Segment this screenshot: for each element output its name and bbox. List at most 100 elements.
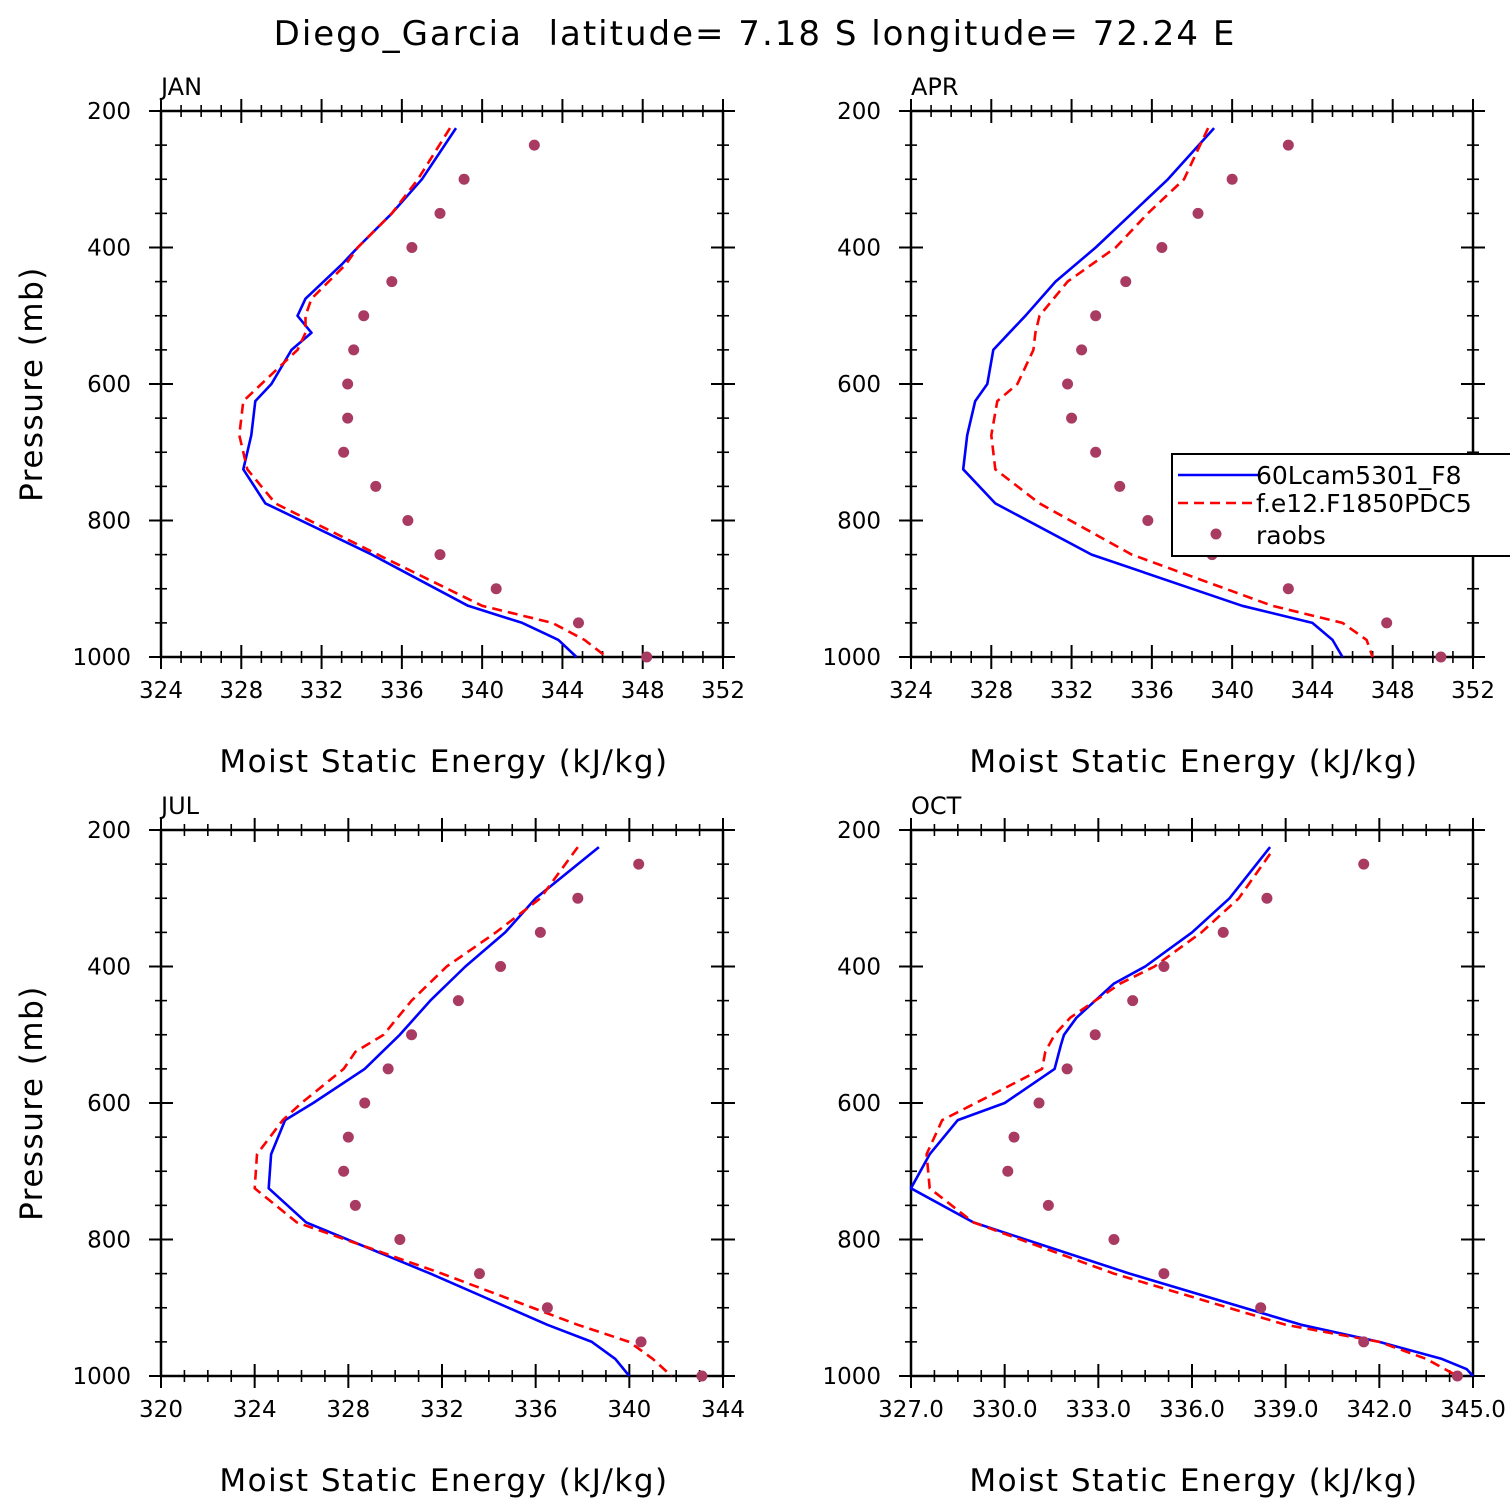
- raobs-point: [349, 1199, 361, 1211]
- legend-label: 60Lcam5301_F8: [1256, 461, 1462, 490]
- raobs-point: [358, 310, 370, 322]
- series-line-60Lcam5301_F8: [961, 127, 1344, 658]
- x-tick-label: 332: [300, 678, 344, 704]
- panel-apr: APR 324 328 332 336 340 344 348 352 200 400 600 800 1…: [822, 73, 1495, 780]
- x-axis-label: Moist Static Energy (kJ/kg): [219, 744, 668, 780]
- raobs-point: [386, 276, 398, 288]
- x-tick-label: 333.0: [1065, 1397, 1131, 1423]
- raobs-point: [342, 1131, 354, 1143]
- raobs-point: [1261, 892, 1273, 904]
- y-tick-label: 1000: [72, 1364, 131, 1390]
- panel-title: JUL: [159, 792, 200, 820]
- x-axis-label: Moist Static Energy (kJ/kg): [969, 1463, 1418, 1499]
- x-tick-label: 336.0: [1159, 1397, 1225, 1423]
- figure-title: Diego_Garcia latitude= 7.18 S longitude=…: [274, 14, 1237, 54]
- x-tick-label: 320: [139, 1397, 183, 1423]
- raobs-point: [1282, 583, 1294, 595]
- raobs-point: [1033, 1097, 1045, 1109]
- raobs-point: [434, 207, 446, 219]
- x-axis-label: Moist Static Energy (kJ/kg): [969, 744, 1418, 780]
- raobs-point: [1226, 173, 1238, 185]
- raobs-point: [534, 926, 546, 938]
- panel-oct: OCT 327.0 330.0 333.0 336.0 339.0 342.0 345.0 20…: [822, 792, 1505, 1499]
- raobs-point: [1120, 276, 1132, 288]
- legend-label: raobs: [1256, 521, 1326, 550]
- x-tick-label: 344: [1290, 678, 1334, 704]
- x-tick-label: 332: [1050, 678, 1094, 704]
- raobs-point: [1090, 446, 1102, 458]
- raobs-point: [458, 173, 470, 185]
- raobs-point: [406, 242, 418, 253]
- raobs-markers: [338, 858, 708, 1382]
- raobs-point: [541, 1302, 553, 1314]
- legend-box: [1171, 453, 1510, 557]
- y-tick-label: 600: [837, 1091, 881, 1117]
- x-tick-label: 328: [326, 1397, 370, 1423]
- plot-frame: [159, 828, 725, 1378]
- y-tick-label: 800: [837, 1228, 881, 1254]
- raobs-point: [1127, 995, 1139, 1007]
- series-line-f.e12.F1850PDC5: [925, 853, 1459, 1378]
- raobs-markers: [1062, 139, 1447, 663]
- raobs-point: [1255, 1302, 1267, 1314]
- raobs-point: [1358, 1336, 1370, 1348]
- panels: JAN 324 328 332 336 340 344 348 352 200 400 600 800 1…: [14, 73, 1506, 1499]
- raobs-point: [1008, 1131, 1020, 1143]
- x-tick-label: 336: [1130, 678, 1174, 704]
- raobs-markers: [338, 139, 653, 663]
- y-tick-label: 600: [837, 372, 881, 398]
- y-tick-label: 800: [87, 1228, 131, 1254]
- raobs-point: [382, 1063, 394, 1075]
- raobs-point: [1381, 617, 1393, 629]
- y-tick-label: 1000: [822, 645, 881, 671]
- raobs-point: [1062, 378, 1074, 390]
- raobs-point: [1061, 1063, 1073, 1075]
- x-tick-label: 324: [233, 1397, 277, 1423]
- series-line-f.e12.F1850PDC5: [238, 127, 608, 659]
- raobs-point: [1089, 1029, 1101, 1041]
- raobs-point: [473, 1268, 485, 1280]
- y-tick-label: 400: [837, 236, 881, 262]
- plot-frame: [909, 828, 1475, 1378]
- legend-label: f.e12.F1850PDC5: [1256, 489, 1472, 518]
- plot-frame: [159, 109, 725, 659]
- raobs-point: [338, 446, 350, 458]
- legend-marker-raobs: [1210, 528, 1222, 540]
- series-line-60Lcam5301_F8: [242, 127, 578, 658]
- raobs-markers: [1002, 858, 1463, 1382]
- panel-title: OCT: [911, 792, 962, 820]
- raobs-point: [1156, 242, 1168, 253]
- y-tick-label: 200: [87, 99, 131, 125]
- raobs-point: [696, 1370, 708, 1382]
- x-tick-label: 344: [540, 678, 584, 704]
- raobs-point: [406, 1029, 418, 1041]
- raobs-point: [342, 378, 354, 390]
- raobs-point: [338, 1165, 350, 1177]
- x-tick-label: 352: [1451, 678, 1495, 704]
- x-tick-label: 339.0: [1253, 1397, 1319, 1423]
- y-tick-label: 600: [87, 1091, 131, 1117]
- y-tick-label: 200: [837, 818, 881, 844]
- x-tick-label: 328: [969, 678, 1013, 704]
- y-tick-label: 1000: [72, 645, 131, 671]
- x-tick-label: 332: [420, 1397, 464, 1423]
- x-tick-label: 330.0: [972, 1397, 1038, 1423]
- x-tick-label: 344: [701, 1397, 745, 1423]
- raobs-point: [359, 1097, 371, 1109]
- x-tick-label: 340: [460, 678, 504, 704]
- raobs-point: [1114, 480, 1126, 492]
- x-tick-label: 340: [1210, 678, 1254, 704]
- panel-jan: JAN 324 328 332 336 340 344 348 352 200 400 600 800 1…: [14, 73, 745, 780]
- raobs-point: [1042, 1199, 1054, 1211]
- panel-title: APR: [911, 73, 959, 101]
- raobs-point: [495, 961, 507, 972]
- legend: 60Lcam5301_F8f.e12.F1850PDC5 raobs: [1171, 453, 1510, 557]
- x-tick-label: 348: [621, 678, 665, 704]
- raobs-point: [1158, 961, 1170, 972]
- y-tick-label: 800: [87, 509, 131, 535]
- x-tick-label: 327.0: [878, 1397, 944, 1423]
- x-tick-label: 336: [514, 1397, 558, 1423]
- raobs-point: [528, 139, 540, 151]
- raobs-point: [641, 651, 653, 663]
